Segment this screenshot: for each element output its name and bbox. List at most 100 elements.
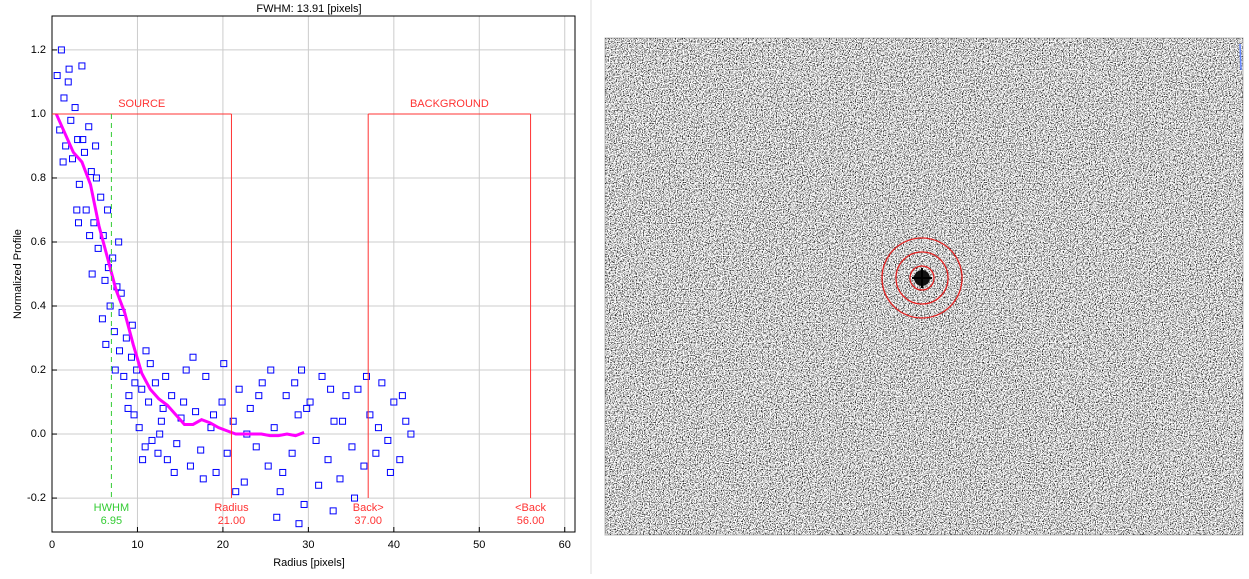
data-point bbox=[384, 436, 392, 444]
data-point bbox=[202, 372, 210, 380]
data-point bbox=[312, 436, 320, 444]
data-point bbox=[396, 456, 404, 464]
data-point bbox=[273, 513, 281, 521]
aperture-back-outer bbox=[881, 237, 963, 319]
x-tick-label: 40 bbox=[388, 539, 400, 551]
data-point bbox=[348, 443, 356, 451]
data-point bbox=[223, 449, 231, 457]
data-point bbox=[97, 193, 105, 201]
marker-name: Back> bbox=[353, 502, 384, 514]
data-point bbox=[101, 276, 109, 284]
data-point bbox=[366, 411, 374, 419]
data-point bbox=[235, 385, 243, 393]
y-tick-label: 0.6 bbox=[31, 236, 46, 248]
data-point bbox=[130, 411, 138, 419]
marker-value: 21.00 bbox=[218, 515, 246, 527]
data-point bbox=[98, 315, 106, 323]
y-tick-label: 0.8 bbox=[31, 172, 46, 184]
plot-area bbox=[52, 16, 575, 532]
data-point bbox=[85, 123, 93, 131]
data-point bbox=[111, 366, 119, 374]
data-point bbox=[294, 411, 302, 419]
data-point bbox=[180, 398, 188, 406]
data-point bbox=[220, 360, 228, 368]
data-point bbox=[104, 206, 112, 214]
data-point bbox=[78, 62, 86, 70]
marker-value: 56.00 bbox=[517, 515, 545, 527]
data-point bbox=[62, 142, 70, 150]
data-point bbox=[318, 372, 326, 380]
aperture-source bbox=[909, 265, 935, 291]
data-point bbox=[145, 398, 153, 406]
data-point bbox=[315, 481, 323, 489]
data-point bbox=[267, 366, 275, 374]
x-tick-label: 60 bbox=[559, 539, 571, 551]
data-point bbox=[64, 78, 72, 86]
data-point bbox=[88, 270, 96, 278]
data-point bbox=[73, 206, 81, 214]
data-point bbox=[124, 404, 132, 412]
plot-frame bbox=[51, 15, 576, 533]
data-point bbox=[127, 353, 135, 361]
marker-name: Radius bbox=[214, 502, 249, 514]
data-point bbox=[255, 392, 263, 400]
x-tick-label: 0 bbox=[49, 539, 55, 551]
data-point bbox=[199, 475, 207, 483]
data-point bbox=[374, 424, 382, 432]
y-tick-label: 0.2 bbox=[31, 364, 46, 376]
data-point bbox=[116, 347, 124, 355]
marker-value: 6.95 bbox=[101, 515, 122, 527]
data-point bbox=[336, 475, 344, 483]
image-noise bbox=[605, 38, 1243, 535]
data-point bbox=[53, 72, 61, 80]
data-point bbox=[240, 478, 248, 486]
data-point bbox=[82, 206, 90, 214]
data-point bbox=[163, 456, 171, 464]
data-point bbox=[122, 334, 130, 342]
data-point bbox=[87, 168, 95, 176]
data-point bbox=[67, 116, 75, 124]
data-point bbox=[407, 430, 415, 438]
data-point bbox=[402, 417, 410, 425]
data-point bbox=[362, 372, 370, 380]
data-point bbox=[264, 462, 272, 470]
data-point bbox=[330, 417, 338, 425]
data-point bbox=[386, 468, 394, 476]
data-point bbox=[252, 443, 260, 451]
marker-name: HWHM bbox=[94, 502, 129, 514]
data-point bbox=[276, 488, 284, 496]
x-tick-label: 50 bbox=[473, 539, 485, 551]
data-point bbox=[246, 404, 254, 412]
region-label: BACKGROUND bbox=[410, 98, 489, 110]
data-point bbox=[60, 94, 68, 102]
data-point bbox=[398, 392, 406, 400]
data-point bbox=[295, 520, 303, 528]
data-point bbox=[106, 302, 114, 310]
data-point bbox=[303, 404, 311, 412]
data-point bbox=[142, 347, 150, 355]
data-point bbox=[109, 254, 117, 262]
data-point bbox=[258, 379, 266, 387]
data-point bbox=[71, 104, 79, 112]
y-tick-label: 0.4 bbox=[31, 300, 46, 312]
data-point bbox=[102, 340, 110, 348]
data-point bbox=[59, 158, 67, 166]
data-point bbox=[390, 398, 398, 406]
image-panel bbox=[604, 37, 1244, 536]
marker-name: <Back bbox=[515, 502, 546, 514]
data-point bbox=[189, 353, 197, 361]
data-point bbox=[327, 385, 335, 393]
data-point bbox=[291, 379, 299, 387]
data-point bbox=[57, 46, 65, 54]
data-point bbox=[69, 155, 77, 163]
data-point bbox=[65, 65, 73, 73]
data-point bbox=[351, 494, 359, 502]
data-point bbox=[86, 232, 94, 240]
data-point bbox=[232, 488, 240, 496]
x-tick-label: 10 bbox=[131, 539, 143, 551]
data-point bbox=[229, 417, 237, 425]
x-axis-label: Radius [pixels] bbox=[273, 557, 345, 569]
data-point bbox=[378, 379, 386, 387]
data-point bbox=[146, 360, 154, 368]
